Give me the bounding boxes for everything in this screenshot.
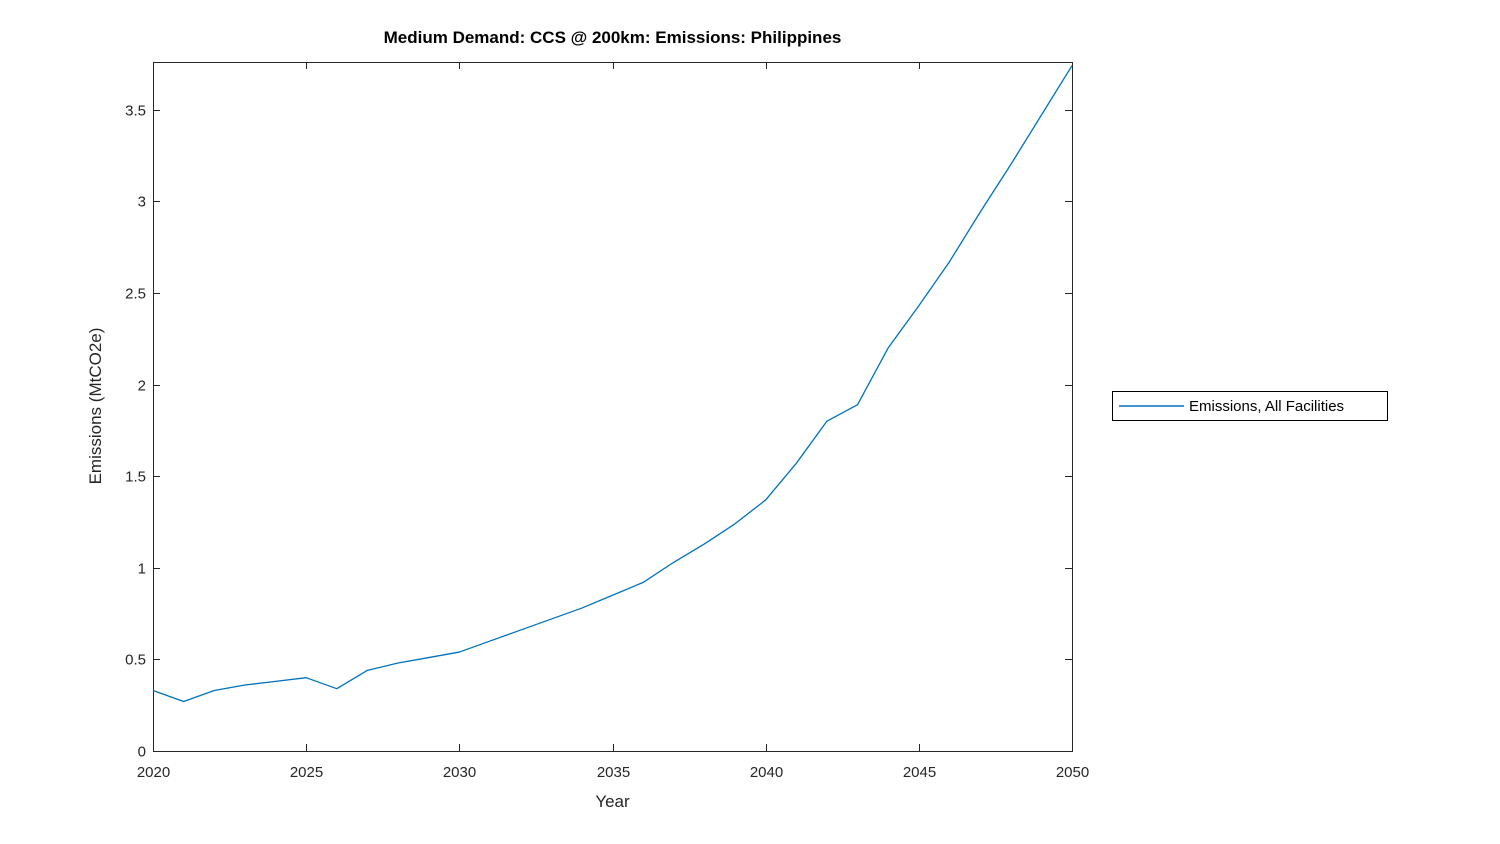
- x-tick-label: 2025: [290, 764, 323, 781]
- y-tick-label: 2.5: [125, 286, 146, 303]
- y-tick-label: 0.5: [125, 652, 146, 669]
- chart-title: Medium Demand: CCS @ 200km: Emissions: P…: [383, 28, 842, 47]
- y-axis-label: Emissions (MtCO2e): [86, 327, 105, 485]
- y-tick-label: 3: [138, 194, 146, 211]
- x-tick-label: 2030: [443, 764, 476, 781]
- legend-line-sample: [1119, 405, 1184, 407]
- y-tick-label: 2: [138, 378, 146, 395]
- x-tick-label: 2050: [1056, 764, 1089, 781]
- x-tick-label: 2040: [750, 764, 783, 781]
- axes-box: [153, 62, 1073, 752]
- y-tick-label: 3.5: [125, 103, 146, 120]
- y-tick-label: 1: [138, 561, 146, 578]
- x-axis-label: Year: [595, 792, 630, 811]
- emissions-line: [152, 65, 1073, 703]
- y-tick-label: 1.5: [125, 469, 146, 486]
- x-tick-label: 2035: [597, 764, 630, 781]
- x-tick-label: 2020: [137, 764, 170, 781]
- legend-entry-label: Emissions, All Facilities: [1189, 397, 1345, 415]
- legend: Emissions, All Facilities: [1112, 391, 1388, 421]
- x-tick-label: 2045: [903, 764, 936, 781]
- y-tick-label: 0: [138, 744, 146, 761]
